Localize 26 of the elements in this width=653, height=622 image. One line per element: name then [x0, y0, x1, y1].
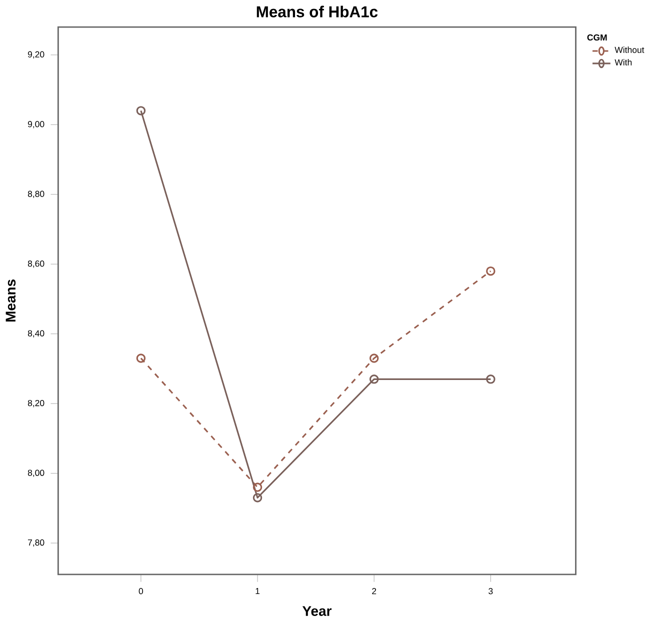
legend-label: Without: [614, 46, 644, 54]
legend-title: CGM: [587, 34, 607, 41]
y-axis-title: Means: [6, 280, 16, 322]
point: [486, 266, 496, 276]
y-tick-label: 9,00: [28, 121, 44, 128]
y-tick-label: 7,80: [28, 540, 44, 547]
legend-label: With: [614, 59, 632, 66]
x-tick-label: 3: [488, 588, 493, 594]
x-axis-title: Year: [302, 606, 332, 616]
y-tick-label: 8,40: [28, 330, 44, 338]
x-tick-label: 2: [372, 588, 376, 594]
point: [252, 493, 262, 502]
y-tick-label: 8,80: [28, 190, 44, 198]
y-tick-label: 8,20: [28, 400, 44, 408]
chart-title: Means of HbA1c: [256, 6, 378, 18]
point: [252, 482, 262, 492]
y-tick-label: 8,00: [28, 470, 44, 478]
x-tick-label: 0: [138, 588, 144, 594]
point: [136, 354, 146, 363]
point: [369, 374, 379, 384]
x-tick-label: 1: [256, 588, 260, 594]
point: [136, 106, 146, 116]
point: [369, 354, 379, 363]
point: [486, 374, 496, 384]
y-tick-label: 9,20: [28, 51, 44, 59]
y-tick-label: 8,60: [28, 260, 44, 268]
